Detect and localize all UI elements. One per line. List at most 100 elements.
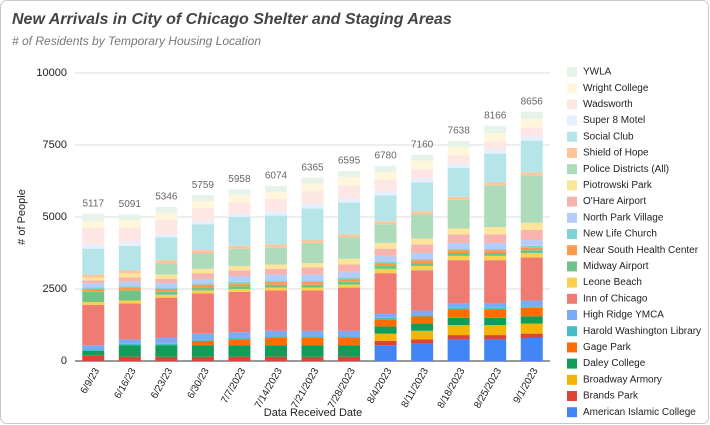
legend-swatch	[567, 115, 577, 126]
bar-segment	[264, 215, 287, 245]
bar-segment	[411, 310, 434, 315]
bar-segment	[264, 247, 287, 265]
bar-segment	[484, 234, 507, 243]
bar-segment	[82, 287, 105, 289]
bar-segment	[118, 286, 141, 288]
bar-segment	[374, 317, 397, 320]
bar-segment	[264, 336, 287, 338]
legend-label: Piotrowski Park	[583, 180, 653, 191]
legend-label: New Life Church	[583, 229, 657, 240]
bar-segment	[191, 283, 214, 285]
legend-swatch	[567, 99, 577, 110]
bar-segment	[447, 199, 470, 229]
bar-segment	[264, 281, 287, 285]
bar-segment	[228, 356, 251, 361]
bar-segment	[484, 133, 507, 142]
bar-segment	[447, 325, 470, 336]
bar-segment	[484, 317, 507, 325]
bar-segment	[191, 224, 214, 251]
legend-swatch	[567, 212, 577, 223]
bar-segment	[520, 127, 543, 137]
legend-swatch	[567, 293, 577, 304]
bar-segment	[301, 290, 324, 331]
bar-segment	[228, 214, 251, 217]
legend-label: North Park Village	[583, 212, 664, 223]
bar-segment	[411, 330, 434, 340]
bar-segment	[374, 313, 397, 318]
bar-segment	[191, 195, 214, 201]
legend-swatch	[567, 261, 577, 272]
bar-segment	[118, 290, 141, 301]
bar-segment	[228, 281, 251, 284]
bar-segment	[155, 278, 178, 284]
bar-segment	[228, 245, 251, 249]
bar-segment	[301, 177, 324, 184]
bar-segment	[484, 242, 507, 249]
bar-segment	[374, 242, 397, 249]
bar-segment	[118, 220, 141, 228]
legend-swatch	[567, 148, 577, 158]
bar-segment	[374, 248, 397, 256]
bar-segment	[520, 333, 543, 338]
bar-segment	[301, 242, 324, 264]
bar-segment	[411, 339, 434, 344]
bar-segment	[118, 345, 141, 357]
bar-segment	[338, 264, 361, 272]
bar-segment	[155, 237, 178, 261]
bar-segment	[520, 136, 543, 141]
bar-segment	[338, 258, 361, 265]
bar-segment	[118, 281, 141, 287]
total-label: 5958	[228, 174, 251, 185]
bar-segment	[374, 224, 397, 243]
bar-segment	[118, 343, 141, 346]
bar-segment	[374, 221, 397, 225]
legend-swatch	[567, 326, 577, 337]
total-label: 5346	[155, 192, 178, 203]
bar-segment	[264, 191, 287, 200]
bar-segment	[484, 307, 507, 310]
bar-segment	[411, 238, 434, 245]
bar-segment	[520, 172, 543, 176]
bar-segment	[301, 183, 324, 191]
bar-segment	[264, 356, 287, 361]
legend-swatch	[567, 342, 577, 353]
bar-segment	[338, 198, 361, 203]
bar-segment	[338, 356, 361, 361]
bar-segment	[82, 280, 105, 284]
bar-segment	[155, 337, 178, 344]
bar-segment	[411, 323, 434, 331]
chart-subtitle: # of Residents by Temporary Housing Loca…	[12, 34, 261, 48]
bar-segment	[82, 301, 105, 305]
bar-segment	[520, 253, 543, 258]
bar-segment	[155, 212, 178, 220]
y-tick-label: 10000	[36, 67, 67, 79]
bar-segment	[228, 189, 251, 196]
bar-segment	[411, 265, 434, 271]
bar-segment	[374, 273, 397, 314]
bar-segment	[264, 287, 287, 291]
bar-segment	[191, 273, 214, 279]
bar-segment	[228, 332, 251, 338]
legend-label: Police Districts (All)	[583, 164, 669, 175]
bar-segment	[338, 185, 361, 199]
bar-segment	[411, 214, 434, 239]
legend-label: Near South Health Center	[583, 245, 699, 256]
bar-segment	[118, 241, 141, 246]
bar-segment	[228, 265, 251, 271]
bar-segment	[411, 169, 434, 179]
y-tick-label: 0	[61, 355, 67, 367]
bar-segment	[374, 340, 397, 346]
bar-segment	[82, 291, 105, 302]
bar-segment	[118, 270, 141, 274]
total-label: 7160	[411, 139, 434, 150]
bar-segment	[264, 264, 287, 269]
bar-segment	[264, 211, 287, 216]
bar-segment	[447, 339, 470, 361]
bar-segment	[374, 191, 397, 196]
bar-segment	[191, 250, 214, 253]
legend-swatch	[567, 83, 577, 94]
total-label: 5759	[192, 180, 215, 191]
bar-segment	[118, 300, 141, 304]
bar-segment	[411, 316, 434, 324]
bar-segment	[411, 258, 434, 261]
